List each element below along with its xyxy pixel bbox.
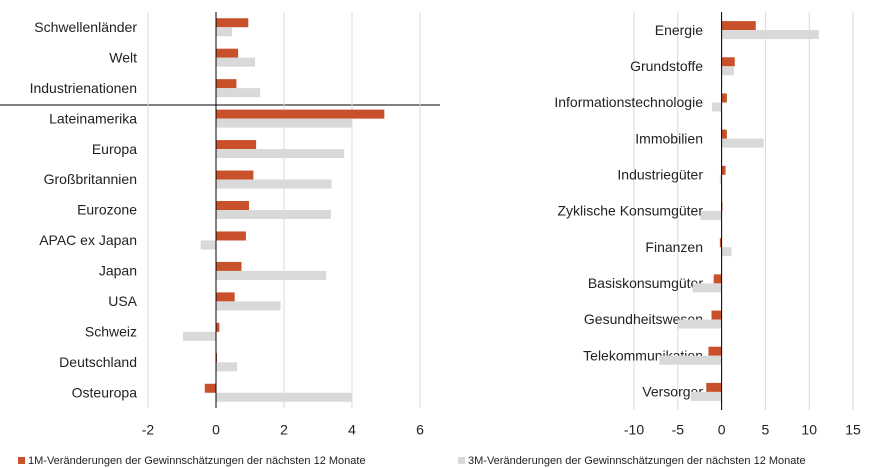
bar xyxy=(216,79,237,89)
bar xyxy=(216,210,331,219)
bar xyxy=(721,93,727,103)
bar xyxy=(216,322,220,332)
bar xyxy=(721,129,727,139)
bar xyxy=(216,18,249,28)
bar xyxy=(216,140,257,150)
bar xyxy=(721,30,819,40)
x-tick-label: 15 xyxy=(845,422,861,438)
bar xyxy=(216,201,249,210)
x-tick-label: 2 xyxy=(280,422,288,438)
category-label: Energie xyxy=(655,22,703,38)
category-label: Eurozone xyxy=(77,202,137,218)
bar xyxy=(706,382,722,392)
category-label: Finanzen xyxy=(645,239,703,255)
x-tick-label: 5 xyxy=(762,422,770,438)
legend-label: 3M-Veränderungen der Gewinnschätzungen d… xyxy=(468,455,806,467)
bar xyxy=(692,283,722,293)
bar xyxy=(216,362,238,372)
bar xyxy=(708,346,722,356)
bar xyxy=(200,240,216,250)
category-label: Schwellenländer xyxy=(34,19,137,35)
legend-swatch xyxy=(18,457,25,464)
category-label: Industrienationen xyxy=(30,80,137,96)
x-tick-label: 10 xyxy=(801,422,817,438)
bar xyxy=(216,149,345,159)
bar xyxy=(721,165,726,175)
category-label: Informationstechnologie xyxy=(554,94,703,110)
bar xyxy=(216,270,327,280)
x-tick-label: -10 xyxy=(624,422,644,438)
bar xyxy=(711,310,722,320)
bar xyxy=(677,319,722,329)
legend-swatch xyxy=(458,457,465,464)
category-label: USA xyxy=(108,293,137,309)
bar xyxy=(183,331,216,341)
bar xyxy=(216,179,332,189)
category-label: Immobilien xyxy=(635,130,703,146)
bar xyxy=(216,231,246,241)
category-label: APAC ex Japan xyxy=(39,232,137,248)
bar xyxy=(216,27,232,37)
bar xyxy=(659,355,722,365)
category-label: Versorger xyxy=(642,384,703,400)
bar xyxy=(719,174,722,184)
bar xyxy=(216,353,218,363)
bar xyxy=(713,274,722,284)
x-tick-label: 6 xyxy=(416,422,424,438)
category-label: Japan xyxy=(99,263,137,279)
bar xyxy=(216,48,239,58)
category-label: Zyklische Konsumgüter xyxy=(557,203,703,219)
bar xyxy=(721,21,756,31)
bar xyxy=(721,138,764,148)
bar xyxy=(216,109,385,119)
x-tick-label: 0 xyxy=(212,422,220,438)
category-label: Deutschland xyxy=(59,354,137,370)
bar xyxy=(216,170,254,180)
category-label: Industriegüter xyxy=(617,167,703,183)
bar xyxy=(216,118,352,128)
bar xyxy=(216,261,242,271)
category-label: Gesundheitswesen xyxy=(584,311,703,327)
category-label: Lateinamerika xyxy=(49,110,137,126)
bar xyxy=(690,391,722,401)
bar xyxy=(719,238,722,248)
bar xyxy=(216,88,261,98)
category-label: Europa xyxy=(92,141,137,157)
bar xyxy=(711,102,722,112)
bar xyxy=(204,383,216,393)
bar xyxy=(216,292,235,302)
bar xyxy=(721,57,735,67)
category-label: Osteuropa xyxy=(72,384,138,400)
bar xyxy=(721,247,732,257)
category-label: Welt xyxy=(109,49,137,65)
bar xyxy=(216,57,256,67)
x-tick-label: 0 xyxy=(718,422,726,438)
bar xyxy=(216,392,352,402)
x-tick-label: -2 xyxy=(142,422,155,438)
bar xyxy=(216,301,281,311)
bar xyxy=(721,66,734,76)
category-label: Basiskonsumgüter xyxy=(588,275,704,291)
x-tick-label: -5 xyxy=(672,422,685,438)
bar xyxy=(700,211,722,220)
legend-label: 1M-Veränderungen der Gewinnschätzungen d… xyxy=(28,455,366,467)
x-tick-label: 4 xyxy=(348,422,356,438)
category-label: Großbritannien xyxy=(44,171,137,187)
category-label: Schweiz xyxy=(85,324,137,340)
category-label: Grundstoffe xyxy=(630,58,703,74)
